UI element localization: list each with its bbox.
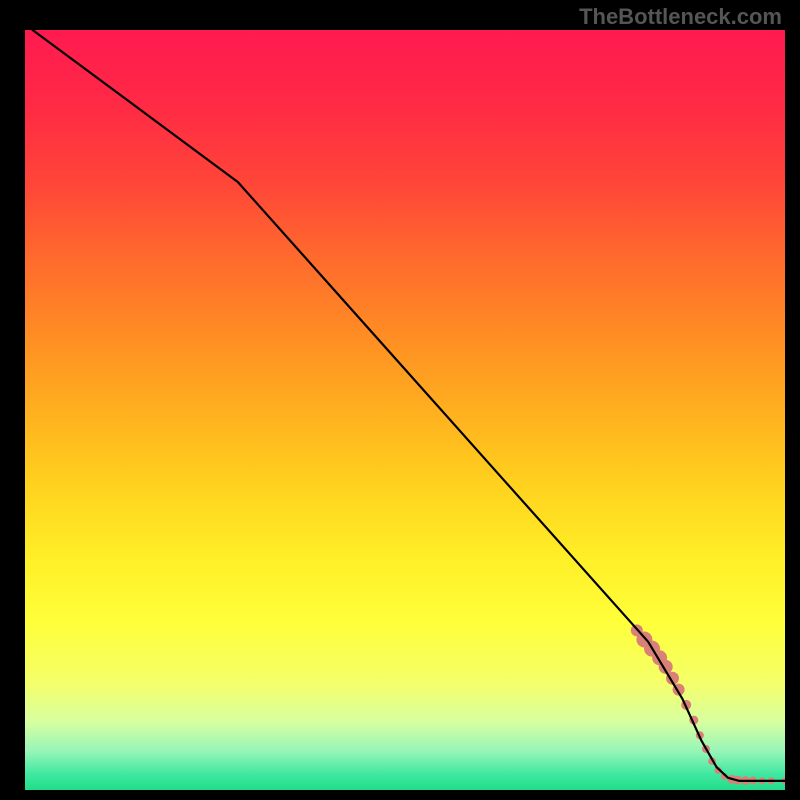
attribution-text: TheBottleneck.com [579,4,782,30]
bottleneck-chart [25,30,785,790]
chart-container [25,30,785,790]
frame: TheBottleneck.com [0,0,800,800]
